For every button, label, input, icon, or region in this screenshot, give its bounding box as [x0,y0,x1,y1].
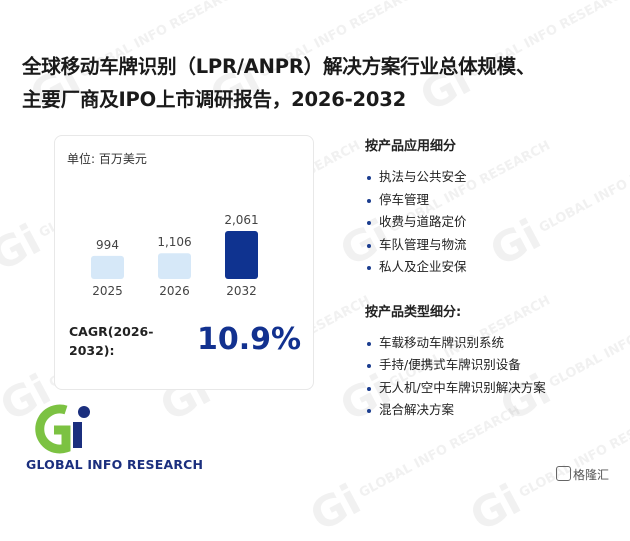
market-size-bar-chart: 994 2025 1,106 2026 2,061 2032 [91,213,259,298]
report-title-line-2: 主要厂商及IPO上市调研报告，2026-2032 [22,88,406,111]
product-type-list: 车载移动车牌识别系统 手持/便携式车牌识别设备 无人机/空中车牌识别解决方案 混… [365,332,625,422]
list-item: 混合解决方案 [365,399,625,422]
list-item: 私人及企业安保 [365,256,625,279]
watermark-mark: Gi [0,214,49,281]
bar-2026 [158,253,191,279]
list-item: 无人机/空中车牌识别解决方案 [365,377,625,400]
list-item: 车队管理与物流 [365,234,625,257]
market-size-card: 单位: 百万美元 994 2025 1,106 2026 2,061 2032 CAGR(… [54,135,314,390]
bar-2025 [91,255,124,279]
application-list: 执法与公共安全 停车管理 收费与道路定价 车队管理与物流 私人及企业安保 [365,166,625,279]
unit-label: 单位: 百万美元 [67,152,147,166]
application-section-title: 按产品应用细分 [365,139,457,154]
list-item: 车载移动车牌识别系统 [365,332,625,355]
category-label: 2026 [159,284,190,298]
logo-text: GLOBAL INFO RESEARCH [26,457,204,472]
report-title-line-1: 全球移动车牌识别（LPR/ANPR）解决方案行业总体规模、 [22,55,536,78]
bar-2032 [225,231,258,279]
badge-text: 格隆汇 [573,468,610,482]
list-item: 手持/便携式车牌识别设备 [365,354,625,377]
cagr-value: 10.9% [197,322,302,357]
list-item: 收费与道路定价 [365,211,625,234]
category-label: 2025 [92,284,123,298]
cagr-label: CAGR(2026-2032): [69,324,154,358]
list-item: 执法与公共安全 [365,166,625,189]
watermark-mark: Gi [302,474,369,541]
bar-value-label: 1,106 [157,235,191,249]
report-title: 全球移动车牌识别（LPR/ANPR）解决方案行业总体规模、 主要厂商及IPO上市… [22,50,612,116]
gelonghui-badge: 格隆汇 [556,466,609,483]
gi-logo-icon [35,404,90,454]
list-item: 停车管理 [365,189,625,212]
company-logo: GLOBAL INFO RESEARCH [26,402,211,477]
bar-value-label: 2,061 [224,213,258,227]
category-label: 2032 [226,284,257,298]
watermark-mark: Gi [462,474,529,541]
bar-value-label: 994 [96,238,119,252]
product-type-section-title: 按产品类型细分: [365,304,462,320]
segmentation-panel: 按产品应用细分 执法与公共安全 停车管理 收费与道路定价 车队管理与物流 私人及… [365,135,625,422]
gelonghui-logo-icon [556,466,571,481]
